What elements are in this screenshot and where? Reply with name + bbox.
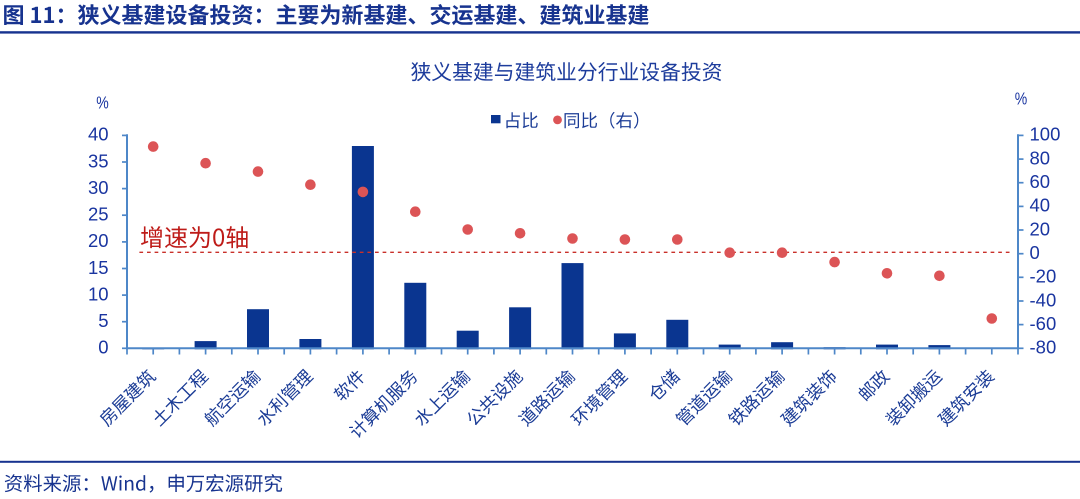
svg-text:100: 100 (1030, 124, 1061, 145)
svg-text:30: 30 (88, 177, 109, 198)
svg-text:40: 40 (1030, 195, 1051, 216)
svg-text:60: 60 (1030, 171, 1051, 192)
svg-text:0: 0 (1030, 242, 1040, 263)
svg-text:20: 20 (88, 230, 109, 251)
svg-text:20: 20 (1030, 218, 1051, 239)
svg-text:15: 15 (88, 257, 109, 278)
svg-text:-20: -20 (1030, 266, 1057, 287)
svg-text:80: 80 (1030, 147, 1051, 168)
svg-text:35: 35 (88, 150, 109, 171)
svg-text:-80: -80 (1030, 337, 1057, 358)
svg-text:0: 0 (98, 337, 108, 358)
svg-text:5: 5 (98, 310, 108, 331)
svg-text:-40: -40 (1030, 289, 1057, 310)
svg-text:%: % (96, 93, 108, 113)
svg-text:10: 10 (88, 283, 109, 304)
svg-text:%: % (1015, 89, 1027, 109)
svg-text:40: 40 (88, 124, 109, 145)
svg-text:-60: -60 (1030, 313, 1057, 334)
svg-text:25: 25 (88, 204, 109, 225)
